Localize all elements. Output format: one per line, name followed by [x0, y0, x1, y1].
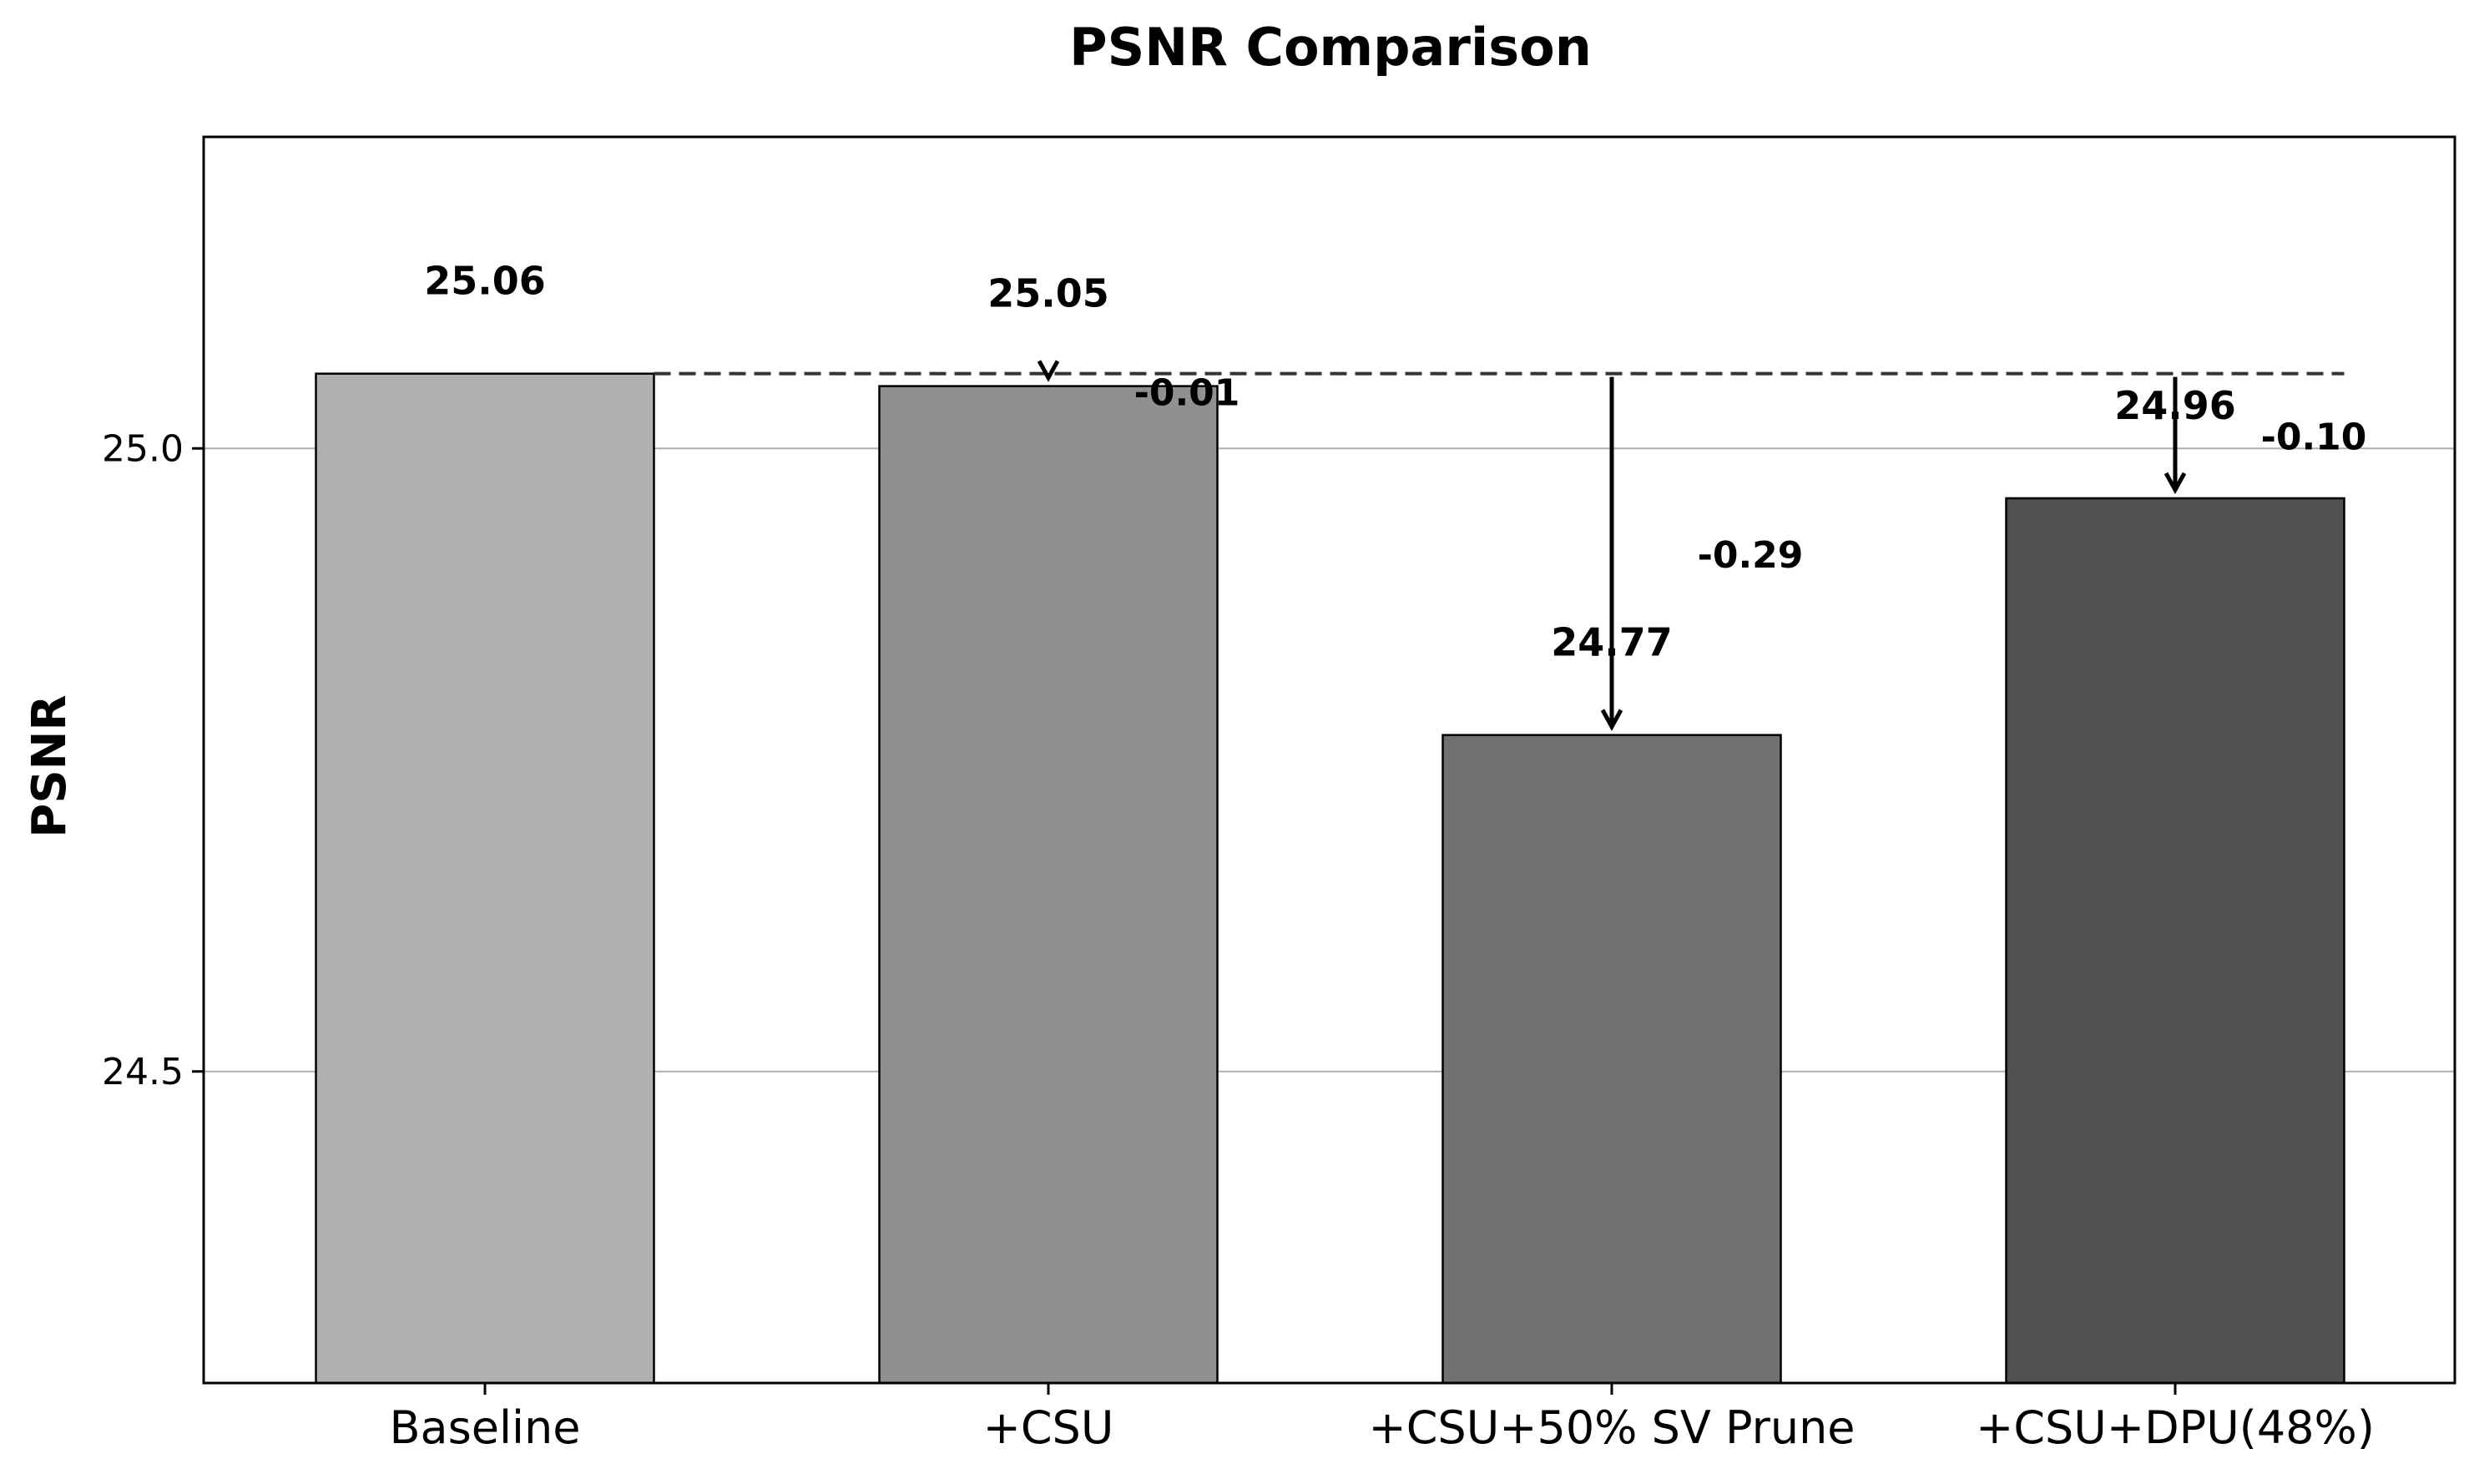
- bars: [315, 372, 2345, 1385]
- y-axis-label: PSNR: [23, 694, 77, 837]
- bar-value-label: 25.06: [424, 259, 546, 304]
- x-tick-label: +CSU: [983, 1401, 1114, 1454]
- data-labels: 25.06 25.05 24.77 24.96 -0.01 -0.29 -0.10: [424, 259, 2366, 665]
- delta-arrow-head: [2163, 472, 2187, 495]
- x-tick-label: +CSU+50% SV Prune: [1368, 1401, 1855, 1454]
- y-tick-label: 25.0: [102, 427, 184, 470]
- delta-label: -0.01: [1134, 372, 1240, 415]
- bar: [878, 385, 1219, 1385]
- y-axis-ticks: 24.5 25.0: [102, 427, 204, 1093]
- plot-frame: [202, 135, 2456, 1385]
- x-axis-ticks: Baseline +CSU +CSU+50% SV Prune +CSU+DPU(48…: [390, 1383, 2375, 1454]
- delta-arrow-head: [1600, 709, 1623, 731]
- bar-value-label: 24.77: [1551, 620, 1673, 665]
- delta-label: -0.29: [1698, 534, 1804, 577]
- y-tick-label: 24.5: [102, 1051, 184, 1093]
- delta-label: -0.10: [2261, 416, 2367, 458]
- bar-value-label: 25.05: [987, 271, 1109, 316]
- x-tick-label: Baseline: [390, 1401, 581, 1454]
- bar-value-label: 24.96: [2114, 383, 2236, 428]
- delta-arrow-head: [1037, 360, 1060, 382]
- bar: [1441, 734, 1782, 1385]
- chart-title: PSNR Comparison: [1069, 17, 1592, 78]
- delta-arrows: [1037, 360, 2187, 731]
- bar: [2005, 497, 2345, 1385]
- bar: [315, 372, 655, 1385]
- x-tick-label: +CSU+DPU(48%): [1976, 1401, 2375, 1454]
